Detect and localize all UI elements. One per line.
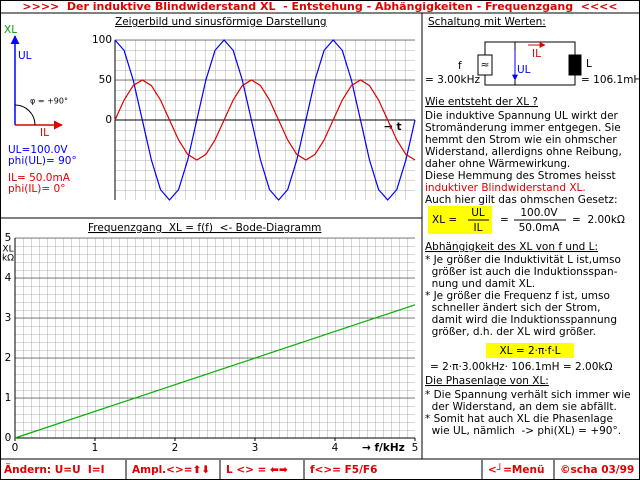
text-line: Auch hier gilt das ohmschen Gesetz:	[425, 194, 618, 206]
formula: = 2.00kΩ	[572, 214, 625, 226]
source-symbol: ≈	[481, 59, 490, 71]
text-line: Die induktive Spannung UL wirkt der	[425, 110, 619, 122]
minor-grid	[15, 238, 415, 438]
y-tick-label: 2	[5, 352, 12, 364]
heading: Schaltung mit Werten:	[428, 16, 546, 28]
readout: IL= 50.0mA	[8, 172, 71, 184]
chart-title: Frequenzgang XL = f(f) <- Bode-Diagramm	[88, 222, 321, 234]
text-line: * Somit hat auch XL die Phasenlage	[425, 413, 613, 425]
series-line	[114, 39, 416, 201]
status-item: f<>= F5/F6	[310, 464, 377, 476]
y-tick-label: 0	[105, 114, 112, 126]
axis-label: XL	[4, 24, 17, 36]
heading: Die Phasenlage von XL:	[425, 375, 549, 387]
text-line: * Je größer die Frequenz f ist, umso	[425, 290, 610, 302]
formula-box	[486, 343, 574, 358]
readout: phi(UL)= 90°	[8, 155, 77, 167]
paragraph: Die induktive Spannung UL wirkt derStrom…	[425, 110, 622, 182]
text-line: wie UL, nämlich -> phi(XL) = +90°.	[425, 425, 621, 437]
voltage-label: UL	[517, 64, 531, 76]
text-line: größer ist auch die Induktionsspan-	[425, 266, 618, 278]
formula: XL =	[432, 214, 457, 226]
status-item: Ampl.<>=⬆⬇	[132, 464, 210, 476]
heading: Wie entsteht der XL ?	[425, 96, 538, 108]
text-line: größer, d.h. der XL wird größer.	[425, 326, 596, 338]
y-tick-label: 1	[5, 392, 12, 404]
phasor-diagram: XL UL IL φ = +90° UL=100.0V phi(UL)= 90°…	[4, 24, 77, 195]
y-tick-label: 0	[5, 432, 12, 444]
text-line: Stromänderung immer entgegen. Sie	[425, 122, 621, 134]
formula: =	[500, 214, 509, 226]
text-line: * Die Spannung verhält sich immer wie	[425, 389, 631, 401]
x-tick-label: 2	[172, 442, 179, 454]
source	[477, 54, 493, 76]
readout: UL=100.0V	[8, 144, 68, 156]
y-tick-label: 4	[5, 272, 12, 284]
series-line	[14, 304, 416, 439]
title: >>>> Der induktive Blindwiderstand XL - …	[22, 0, 617, 13]
status-item: Ändern: U=U I=I	[4, 462, 105, 476]
y-axis-label: XL	[2, 245, 13, 255]
inductor	[568, 54, 582, 76]
angle-label: φ = +90°	[30, 97, 68, 106]
angle-arc	[14, 104, 36, 126]
text-line: hemmt den Strom wie ein ohmscher	[425, 134, 617, 146]
text-line: daher ohne Wärmewirkung.	[425, 158, 570, 170]
paragraph: * Die Spannung verhält sich immer wie de…	[425, 389, 631, 437]
circuit	[477, 41, 582, 86]
text-line: damit wird die Induktionsspannung	[425, 314, 617, 326]
text-line: Widerstand, allerdigns ohne Reibung,	[425, 146, 622, 158]
y-tick-label: 50	[99, 74, 112, 86]
paragraph: * Je größer die Induktivität L ist,umso …	[425, 254, 621, 338]
x-axis-label: → f/kHz	[362, 442, 405, 454]
x-tick-label: 3	[252, 442, 259, 454]
formula: = 2·π·3.00kHz· 106.1mH = 2.00kΩ	[430, 361, 613, 373]
x-tick-label: 0	[12, 442, 19, 454]
formula: UL	[471, 207, 485, 219]
status-item: <┘=Menü	[488, 463, 544, 476]
status-bar: Ändern: U=U I=I Ampl.<>=⬆⬇ L <> = ⬅➡ f<>= F…	[4, 460, 634, 480]
text-line: nung und damit XL.	[425, 278, 535, 290]
u-label: UL	[18, 50, 32, 62]
f-value: = 3.00kHz	[425, 74, 480, 86]
status-item: L <> = ⬅➡	[226, 464, 288, 476]
y-axis-unit: kΩ	[2, 254, 14, 264]
formula: XL = 2·π·f·L	[499, 345, 560, 357]
formula: IL	[474, 222, 483, 234]
x-tick-label: 1	[92, 442, 99, 454]
x-tick-label: 4	[332, 442, 339, 454]
inductor-label: L	[586, 58, 592, 70]
x-tick-label: 5	[412, 442, 419, 454]
y-tick-label: 5	[5, 232, 12, 244]
y-tick-label: 100	[92, 34, 112, 46]
series-line	[114, 79, 416, 161]
chart-title: Zeigerbild und sinusförmige Darstellung	[115, 16, 327, 28]
l-value: = 106.1mH	[581, 74, 640, 86]
y-tick-label: 3	[5, 312, 12, 324]
highlight: induktiver Blindwiderstand XL.	[425, 182, 586, 194]
x-axis-label: → t	[384, 121, 401, 133]
formula: 100.0V	[520, 207, 558, 219]
formula: 50.0mA	[519, 222, 561, 234]
text-line: schneller ändert sich der Strom,	[425, 302, 600, 314]
i-label: IL	[40, 127, 49, 139]
readout: phi(IL)= 0°	[8, 183, 65, 195]
source-label: f	[458, 60, 462, 72]
text-line: * Je größer die Induktivität L ist,umso	[425, 254, 621, 266]
text-line: Diese Hemmung des Stromes heisst	[425, 170, 616, 182]
heading: Abhängigkeit des XL von f und L:	[425, 241, 598, 253]
status-item: ©scha 03/99	[560, 464, 634, 476]
current-label: IL	[532, 48, 541, 60]
text-line: der Widerstand, an dem sie abfällt.	[425, 401, 617, 413]
